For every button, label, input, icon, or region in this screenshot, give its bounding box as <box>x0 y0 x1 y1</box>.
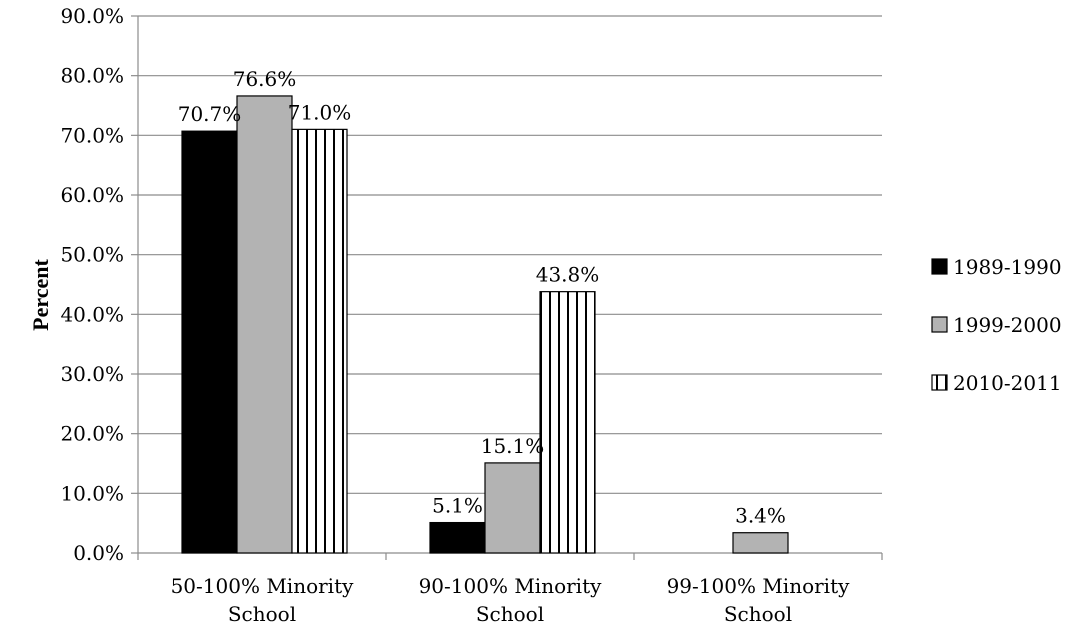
y-axis-title: Percent <box>28 259 53 331</box>
bar <box>429 521 486 554</box>
legend-label: 1999-2000 <box>953 313 1062 337</box>
data-label: 5.1% <box>432 494 483 518</box>
y-tick-label: 60.0% <box>60 183 124 207</box>
y-tick-label: 70.0% <box>60 123 124 147</box>
data-label: 43.8% <box>536 263 600 287</box>
x-category-label-line: 90-100% Minority <box>419 574 603 598</box>
x-category-label: 90-100% Minority School <box>419 574 603 626</box>
x-category-label-line: School <box>724 602 792 626</box>
y-tick-label: 80.0% <box>60 64 124 88</box>
bar <box>484 462 541 554</box>
y-tick-label: 30.0% <box>60 362 124 386</box>
x-category-label: 50-100% Minority School <box>171 574 355 626</box>
bar <box>732 532 789 554</box>
y-tick-label: 0.0% <box>73 541 124 565</box>
x-category-label-line: School <box>476 602 544 626</box>
bars <box>181 95 789 554</box>
legend-swatch <box>931 374 948 391</box>
data-label: 15.1% <box>481 434 545 458</box>
bar <box>236 95 293 554</box>
legend-swatch <box>931 258 948 275</box>
data-label: 71.0% <box>288 100 352 124</box>
x-category-label-line: 99-100% Minority <box>667 574 851 598</box>
bar <box>181 130 238 554</box>
y-tick-label: 90.0% <box>60 4 124 28</box>
legend: 1989-1990 1999-2000 2010-2011 <box>931 255 1062 395</box>
legend-label: 1989-1990 <box>953 255 1062 279</box>
data-label: 3.4% <box>735 504 786 528</box>
x-category-label: 99-100% Minority School <box>667 574 851 626</box>
data-labels: 70.7% 5.1% 76.6% 15.1% 3.4% 71.0% 43.8% <box>178 67 786 528</box>
legend-label: 2010-2011 <box>953 371 1062 395</box>
x-category-label-line: 50-100% Minority <box>171 574 355 598</box>
y-tick-label: 40.0% <box>60 302 124 326</box>
bar <box>291 128 348 554</box>
bar <box>539 291 596 554</box>
y-tick-label: 10.0% <box>60 481 124 505</box>
y-tick-label: 50.0% <box>60 243 124 267</box>
y-tick-label: 20.0% <box>60 422 124 446</box>
data-label: 70.7% <box>178 102 242 126</box>
data-label: 76.6% <box>233 67 297 91</box>
legend-swatch <box>931 316 948 333</box>
x-category-label-line: School <box>228 602 296 626</box>
